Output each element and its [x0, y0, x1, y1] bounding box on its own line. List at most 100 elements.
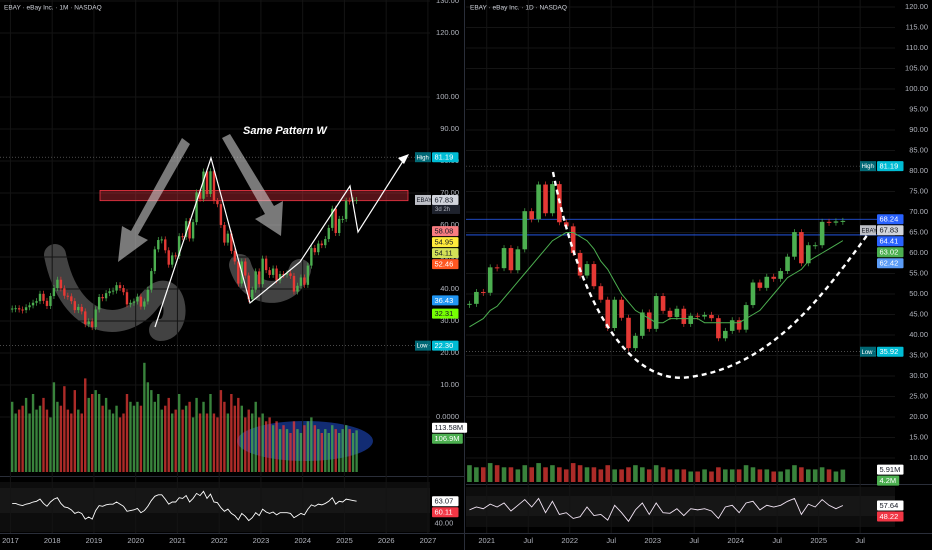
- candle: [348, 200, 351, 202]
- volume-bar: [63, 386, 66, 472]
- candle: [216, 201, 219, 205]
- volume-bar: [550, 465, 555, 482]
- candle: [97, 297, 101, 310]
- candle: [66, 295, 70, 297]
- candle: [24, 307, 28, 311]
- volume-bar: [508, 467, 514, 482]
- candle: [833, 221, 839, 223]
- volume-label-box: [432, 422, 468, 433]
- price-label-box: [877, 346, 904, 357]
- candle: [306, 265, 310, 285]
- candle: [268, 270, 271, 275]
- candle: [17, 308, 21, 310]
- volume-bar: [757, 469, 763, 482]
- volume-bar: [331, 425, 334, 472]
- candle: [84, 311, 87, 325]
- price-label: 54.95: [435, 238, 454, 247]
- volume-bar: [125, 394, 129, 472]
- volume-bar: [181, 409, 184, 472]
- candle: [278, 273, 282, 281]
- price-label-tag: Low: [417, 344, 429, 350]
- volume-bar: [805, 469, 811, 482]
- candle: [812, 245, 818, 247]
- volume-bar: [56, 401, 59, 472]
- volume-bar: [153, 401, 157, 472]
- y-tick-label: 15.00: [909, 432, 928, 441]
- candle: [605, 299, 611, 329]
- candle: [73, 301, 76, 311]
- candle: [819, 221, 825, 246]
- candle: [324, 239, 327, 246]
- rsi-label: 40.00: [435, 519, 454, 528]
- arrow-head: [398, 154, 409, 164]
- volume-bar: [264, 421, 268, 472]
- x-tick-label: 2023: [644, 536, 661, 545]
- candle: [10, 308, 14, 310]
- volume-bar: [177, 394, 181, 472]
- volume-bar: [584, 467, 590, 482]
- candle: [729, 320, 735, 331]
- candle: [31, 302, 35, 306]
- volume-bar: [653, 465, 659, 482]
- y-tick-label: 50.00: [909, 289, 928, 298]
- volume-bar: [799, 467, 804, 482]
- volume-bar: [171, 413, 174, 472]
- candle: [467, 303, 472, 305]
- volume-bar: [42, 397, 45, 472]
- candle: [619, 299, 624, 318]
- candle: [494, 267, 500, 269]
- candle: [136, 296, 139, 302]
- volume-bar: [660, 467, 666, 482]
- volume-bar: [184, 405, 188, 472]
- rsi-label-box: [877, 511, 904, 522]
- price-label-tag: High: [417, 155, 429, 161]
- volume-bar: [80, 413, 83, 472]
- price-label-tag-box: [415, 194, 431, 205]
- candle: [515, 249, 521, 271]
- candle: [826, 221, 832, 223]
- candle: [320, 243, 324, 246]
- y-tick-label: 105.00: [905, 63, 928, 72]
- price-label-box: [877, 161, 904, 172]
- candle: [771, 276, 777, 279]
- candle: [344, 200, 348, 219]
- candle: [536, 184, 541, 220]
- y-tick-label: 100.00: [905, 84, 928, 93]
- y-tick-label: 0.0000: [436, 412, 459, 421]
- candle: [327, 227, 330, 240]
- volume-bar: [494, 465, 500, 482]
- x-tick-label: Jul: [606, 536, 616, 545]
- candle: [674, 308, 680, 317]
- candle: [108, 291, 111, 294]
- candle: [785, 256, 790, 272]
- volume-bar: [146, 382, 150, 472]
- candle: [177, 236, 181, 257]
- volume-bar: [10, 401, 14, 472]
- volume-bar: [21, 405, 24, 472]
- rsi-label-box: [432, 496, 459, 507]
- y-tick-label: 40.00: [440, 284, 459, 293]
- candle: [667, 310, 673, 317]
- volume-bar: [833, 471, 839, 482]
- price-label-box: [877, 247, 904, 258]
- volume-bar: [24, 397, 28, 472]
- volume-bar: [467, 465, 472, 482]
- volume-bar: [87, 397, 90, 472]
- volume-bar: [167, 397, 170, 472]
- candle: [487, 267, 493, 293]
- volume-bar: [598, 469, 604, 482]
- price-label-box: [432, 295, 459, 306]
- candle: [87, 321, 90, 325]
- volume-bar: [296, 429, 299, 472]
- candle: [303, 277, 306, 285]
- rsi-band: [0, 488, 430, 513]
- volume-bar: [646, 469, 652, 482]
- volume-bar: [52, 382, 56, 472]
- candle: [14, 308, 17, 310]
- candle: [764, 276, 770, 288]
- price-label-tag: EBAY: [417, 198, 433, 204]
- volume-bar: [216, 417, 219, 472]
- x-tick-label: 2021: [478, 536, 495, 545]
- candle: [59, 279, 63, 289]
